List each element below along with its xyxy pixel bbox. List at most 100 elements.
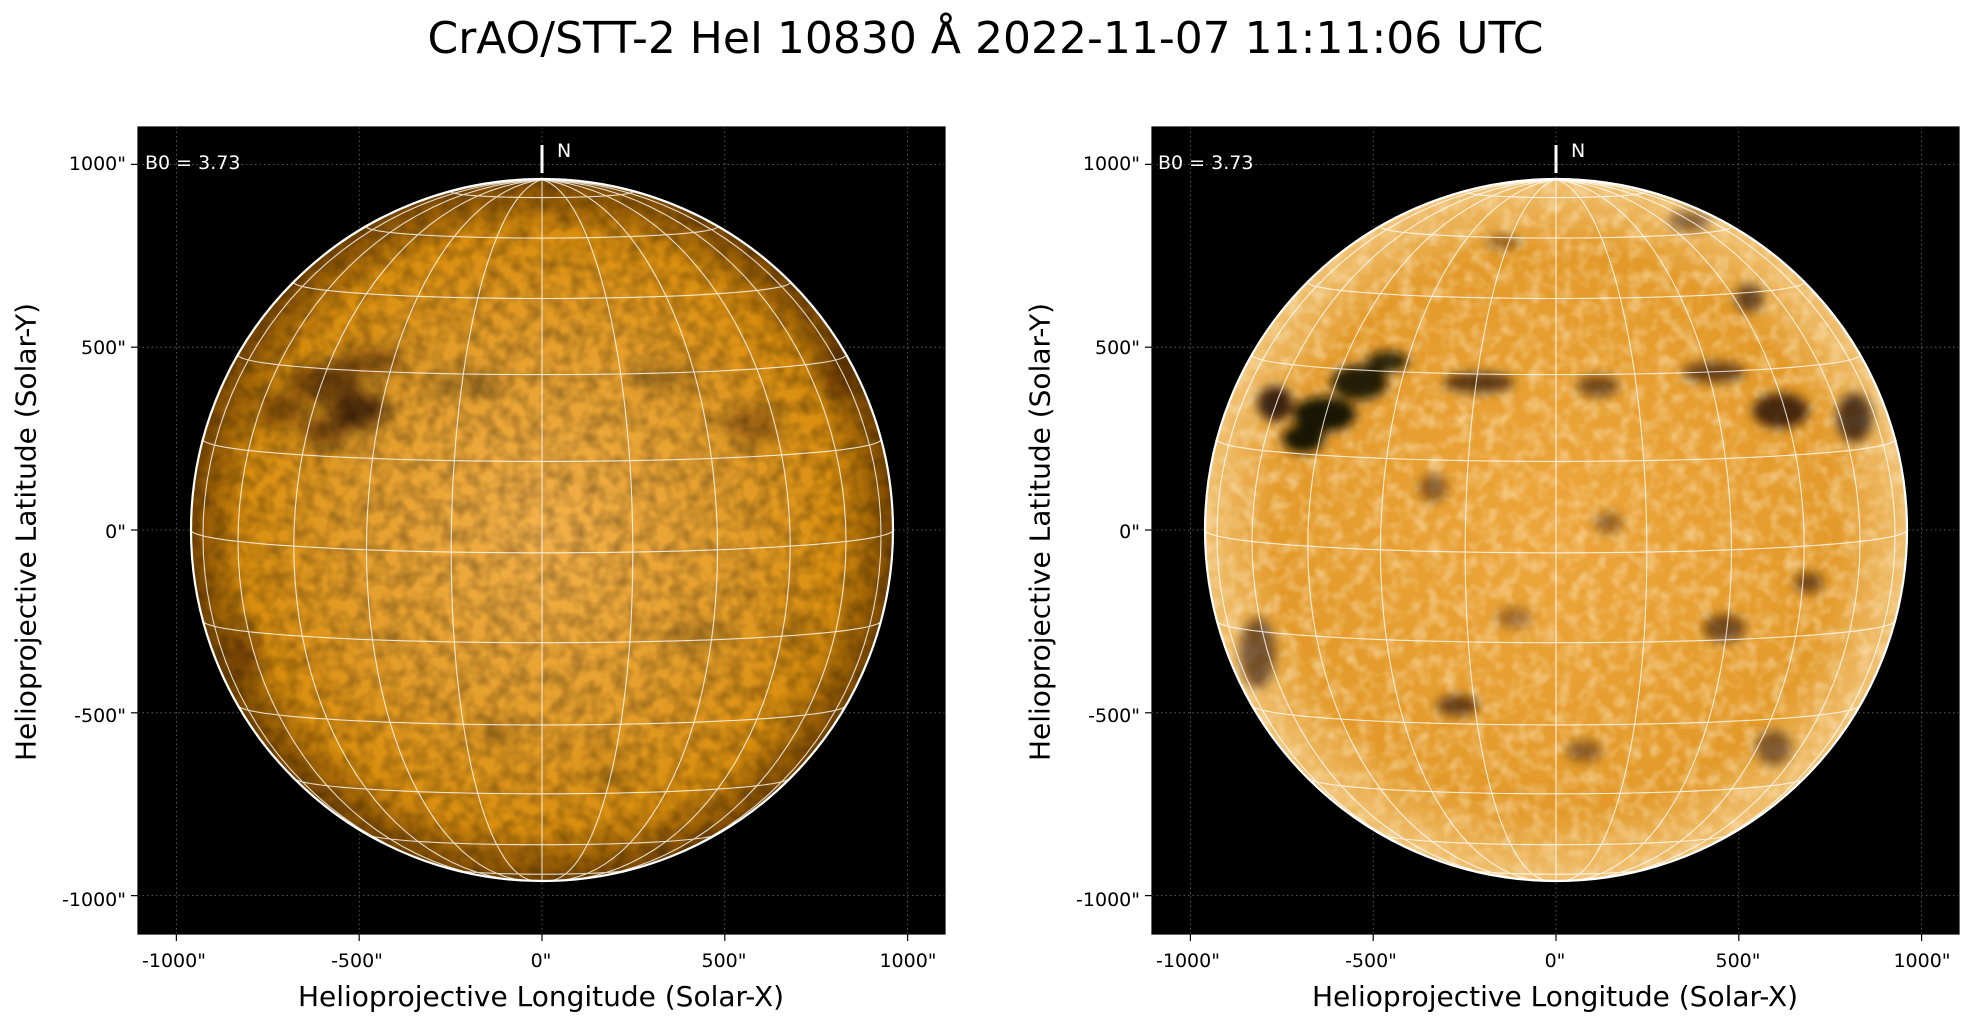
x-tick-label: 1000" (1893, 950, 1951, 972)
latitude-line (368, 834, 716, 846)
longitude-line (1555, 179, 1733, 881)
latitude-line (1468, 869, 1644, 875)
x-tick-label: -1000" (1156, 950, 1220, 972)
dark-feature (1443, 372, 1514, 394)
longitude-line (541, 179, 894, 531)
ticks (1145, 163, 1923, 941)
solar-disk (191, 179, 893, 881)
longitude-line (541, 179, 791, 881)
latitude-line (190, 529, 894, 554)
axis-grid (138, 127, 945, 934)
y-tick-label: -500" (1088, 705, 1140, 727)
dark-feature (1756, 730, 1792, 766)
dark-feature (1240, 617, 1276, 688)
latitude-line (237, 354, 847, 376)
longitude-line (541, 179, 882, 871)
x-tick-label: -500" (1345, 950, 1397, 972)
x-tick-label: 500" (1715, 950, 1761, 972)
latitude-line (203, 621, 881, 644)
dark-feature (299, 417, 349, 446)
dark-feature (1682, 361, 1746, 383)
dark-feature (257, 393, 300, 429)
latitude-line (1307, 282, 1805, 300)
longitude-line (1555, 179, 1648, 882)
ticks (131, 163, 909, 941)
y-axis-label: Helioprojective Latitude (Solar-Y) (9, 302, 43, 762)
longitude-line (541, 179, 719, 881)
longitude-line (1555, 179, 1805, 881)
dark-feature (1485, 235, 1521, 250)
dark-features (226, 343, 858, 787)
latitude-line (365, 226, 719, 239)
solar-disk (1205, 179, 1907, 881)
dark-feature (341, 347, 406, 376)
dark-feature (1292, 396, 1356, 432)
latitude-line (1379, 226, 1733, 239)
x-tick-label: 0" (530, 950, 552, 972)
north-label: N (1571, 140, 1586, 162)
north-label: N (557, 140, 572, 162)
longitude-line (190, 179, 543, 531)
latitude-line (454, 869, 630, 875)
dark-feature (422, 372, 507, 394)
dark-feature (1735, 284, 1764, 313)
y-tick-label: 1000" (1082, 153, 1140, 175)
longitude-line (237, 179, 543, 879)
dark-feature (629, 365, 700, 387)
longitude-line (293, 179, 543, 881)
x-tick-label: -500" (331, 950, 383, 972)
longitude-line (1204, 179, 1557, 531)
latitude-line (1308, 778, 1804, 795)
x-tick-label: 500" (701, 950, 747, 972)
latitude-line (1252, 705, 1860, 726)
latitude-line (1464, 191, 1648, 199)
x-tick-label: 0" (1544, 950, 1566, 972)
dark-feature (1812, 256, 1848, 278)
dark-feature (1594, 512, 1623, 534)
dark-feature (478, 723, 521, 745)
dark-feature (822, 343, 858, 401)
longitude-line (1379, 179, 1557, 881)
y-tick-label: 1000" (68, 153, 126, 175)
x-axis-label: Helioprojective Longitude (Solar-X) (1311, 980, 1799, 1013)
latitude-line (1251, 354, 1861, 376)
dark-feature (1752, 393, 1809, 429)
dark-feature (1577, 375, 1620, 397)
x-axis-label: Helioprojective Longitude (Solar-X) (297, 980, 785, 1013)
x-tick-label: -1000" (142, 950, 206, 972)
y-tick-label: -1000" (62, 889, 126, 911)
figure-title: CrAO/STT-2 HeI 10830 Å 2022-11-07 11:11:… (427, 13, 1544, 64)
dark-feature (1794, 572, 1823, 594)
latitude-line (1204, 529, 1908, 554)
dark-feature (1836, 393, 1872, 443)
longitude-line (1307, 179, 1557, 881)
longitude-line (1251, 179, 1557, 879)
latitude-line (294, 778, 790, 795)
longitude-line (1216, 179, 1557, 871)
sky-background (138, 127, 945, 934)
y-tick-label: 0" (105, 521, 126, 543)
disk-texture (1205, 179, 1907, 881)
latitude-line (238, 705, 846, 726)
longitude-line (450, 179, 543, 882)
axis-grid (1152, 127, 1959, 934)
dark-feature (226, 624, 262, 681)
dark-feature (1703, 614, 1746, 643)
disk-texture (191, 179, 893, 881)
dark-features (1240, 210, 1872, 766)
longitude-line (541, 179, 634, 882)
longitude-line (1555, 179, 1908, 531)
latitude-line (202, 439, 882, 462)
latitude-line (1216, 439, 1896, 462)
dark-feature (1331, 365, 1388, 401)
y-axis-label: Helioprojective Latitude (Solar-Y) (1023, 302, 1057, 762)
dark-feature (1419, 473, 1448, 502)
y-tick-label: -500" (74, 705, 126, 727)
dark-feature (724, 407, 781, 443)
b0-annotation: B0 = 3.73 (1158, 152, 1254, 174)
dark-feature (1366, 350, 1409, 373)
